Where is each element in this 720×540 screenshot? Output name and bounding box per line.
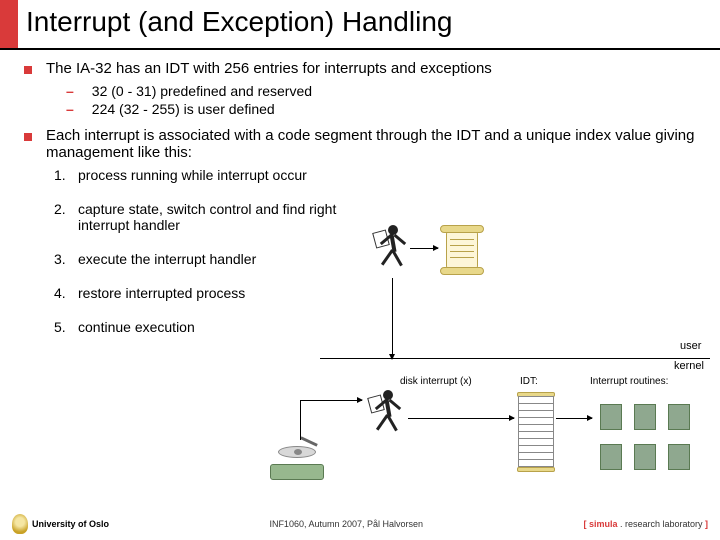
arrow-head-icon [392, 358, 393, 359]
dash-icon: – [66, 101, 74, 117]
footer-left: University of Oslo [12, 514, 109, 534]
user-label: user [680, 340, 701, 352]
chip-icon [630, 440, 660, 474]
square-bullet-icon [24, 66, 32, 74]
bullet-1: The IA-32 has an IDT with 256 entries fo… [24, 60, 696, 77]
running-man-icon [365, 390, 405, 440]
step-2-text: capture state, switch control and find r… [78, 201, 338, 233]
numbered-list: 1. process running while interrupt occur… [54, 167, 696, 335]
footer: University of Oslo INF1060, Autumn 2007,… [0, 514, 720, 534]
footer-left-text: University of Oslo [32, 519, 109, 529]
footer-center: INF1060, Autumn 2007, Pål Halvorsen [269, 519, 423, 529]
step-3-num: 3. [54, 251, 78, 267]
sub-1-text: 32 (0 - 31) predefined and reserved [92, 83, 312, 99]
title-accent [0, 0, 18, 48]
step-1: 1. process running while interrupt occur [54, 167, 696, 183]
square-bullet-icon [24, 133, 32, 141]
slide-title: Interrupt (and Exception) Handling [18, 0, 452, 48]
interrupt-routines-label: Interrupt routines: [590, 376, 668, 387]
step-4: 4. restore interrupted process [54, 285, 696, 301]
bullet-1-text: The IA-32 has an IDT with 256 entries fo… [46, 60, 696, 77]
step-5: 5. continue execution [54, 319, 696, 335]
crest-icon [12, 514, 28, 534]
step-4-text: restore interrupted process [78, 285, 245, 301]
chip-icon [596, 440, 626, 474]
user-kernel-divider [320, 358, 710, 359]
footer-simula: simula [589, 519, 618, 529]
footer-lab: . research laboratory [617, 519, 705, 529]
step-3: 3. execute the interrupt handler [54, 251, 696, 267]
arrow-icon [556, 418, 592, 419]
sub-2-text: 224 (32 - 255) is user defined [92, 101, 275, 117]
sub-2: – 224 (32 - 255) is user defined [66, 101, 696, 117]
footer-bracket-close: ] [705, 519, 708, 529]
arrow-icon [408, 418, 514, 419]
step-3-text: execute the interrupt handler [78, 251, 256, 267]
idt-stack-icon [518, 392, 554, 472]
step-5-num: 5. [54, 319, 78, 335]
sub-1: – 32 (0 - 31) predefined and reserved [66, 83, 696, 99]
sub-list-1: – 32 (0 - 31) predefined and reserved – … [66, 83, 696, 117]
chip-icon [664, 400, 694, 434]
idt-label: IDT: [520, 376, 538, 387]
disk-interrupt-label: disk interrupt (x) [400, 376, 472, 387]
dash-icon: – [66, 83, 74, 99]
content-area: The IA-32 has an IDT with 256 entries fo… [0, 50, 720, 335]
step-1-num: 1. [54, 167, 78, 183]
bullet-2-text: Each interrupt is associated with a code… [46, 127, 696, 161]
chip-icon [630, 400, 660, 434]
chip-icon [596, 400, 626, 434]
chip-icon [664, 440, 694, 474]
disk-icon [270, 440, 324, 480]
kernel-label: kernel [674, 360, 704, 372]
arrow-line [300, 400, 301, 440]
step-1-text: process running while interrupt occur [78, 167, 307, 183]
bullet-2: Each interrupt is associated with a code… [24, 127, 696, 161]
title-bar: Interrupt (and Exception) Handling [0, 0, 720, 48]
step-4-num: 4. [54, 285, 78, 301]
step-2: 2. capture state, switch control and fin… [54, 201, 696, 233]
footer-right: [ simula . research laboratory ] [583, 519, 708, 529]
step-5-text: continue execution [78, 319, 195, 335]
step-2-num: 2. [54, 201, 78, 217]
arrow-icon [300, 400, 362, 401]
